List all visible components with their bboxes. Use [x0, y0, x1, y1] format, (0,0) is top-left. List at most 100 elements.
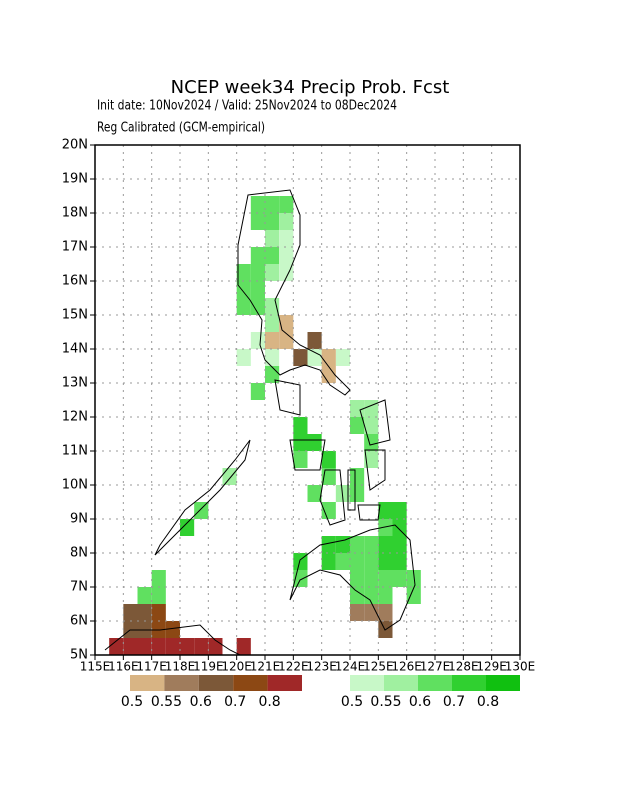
- prob-cell: [335, 553, 350, 570]
- coastline: [289, 524, 416, 631]
- prob-cell: [123, 604, 138, 621]
- prob-cell: [335, 536, 350, 553]
- coastline: [154, 439, 251, 556]
- prob-cell: [279, 213, 294, 230]
- prob-cell: [378, 570, 393, 587]
- y-tick-label: 10N: [62, 478, 88, 493]
- prob-cell: [180, 519, 195, 536]
- y-tick-label: 16N: [62, 274, 88, 289]
- prob-cell: [265, 332, 280, 349]
- prob-cell: [307, 434, 322, 451]
- coastlines: [104, 189, 416, 655]
- prob-cell: [265, 264, 280, 281]
- x-tick-label: 118E: [165, 660, 196, 674]
- prob-cell: [293, 451, 308, 468]
- prob-cell: [236, 349, 251, 366]
- x-tick-label: 115E: [80, 660, 111, 674]
- subtitle: Init date: 10Nov2024 / Valid: 25Nov2024 …: [97, 99, 397, 114]
- prob-cell: [321, 349, 336, 366]
- x-tick-label: 129E: [476, 660, 507, 674]
- coastline: [237, 189, 351, 396]
- prob-cell: [406, 587, 421, 604]
- prob-cell: [151, 587, 166, 604]
- x-tick-label: 130E: [505, 660, 536, 674]
- prob-cell: [335, 349, 350, 366]
- prob-cell: [321, 451, 336, 468]
- prob-cell: [265, 315, 280, 332]
- prob-cell: [392, 553, 407, 570]
- prob-cell: [321, 468, 336, 485]
- prob-cell: [265, 298, 280, 315]
- prob-cell: [364, 553, 379, 570]
- prob-cell: [307, 485, 322, 502]
- prob-cell: [364, 536, 379, 553]
- y-tick-label: 13N: [62, 376, 88, 391]
- prob-cell: [364, 451, 379, 468]
- x-tick-label: 123E: [306, 660, 337, 674]
- prob-cell: [350, 587, 365, 604]
- colorbar-label: 0.55: [370, 694, 401, 710]
- prob-cell: [180, 638, 195, 655]
- prob-cell: [350, 400, 365, 417]
- y-tick-label: 9N: [70, 512, 88, 527]
- prob-cell: [123, 638, 138, 655]
- y-tick-label: 6N: [70, 614, 88, 629]
- prob-cell: [265, 196, 280, 213]
- prob-cell: [279, 230, 294, 247]
- colorbar-box: [130, 675, 165, 691]
- y-tick-label: 14N: [62, 342, 88, 357]
- prob-cell: [151, 638, 166, 655]
- colorbar-label: 0.7: [224, 694, 246, 710]
- colorbar-box: [198, 675, 234, 691]
- prob-cell: [378, 587, 393, 604]
- prob-cell: [392, 519, 407, 536]
- prob-cell: [236, 264, 251, 281]
- prob-cell: [151, 604, 166, 621]
- prob-cell: [378, 536, 393, 553]
- prob-cell: [109, 638, 124, 655]
- colorbar-box: [164, 675, 199, 691]
- prob-cell: [350, 604, 365, 621]
- prob-cell: [378, 604, 393, 621]
- colorbar-label: 0.6: [190, 694, 212, 710]
- x-tick-label: 119E: [193, 660, 224, 674]
- y-tick-label: 17N: [62, 240, 88, 255]
- y-tick-label: 19N: [62, 172, 88, 187]
- grid-layer: 115E116E117E118E119E120E121E122E123E124E…: [62, 138, 536, 674]
- colorbar-box: [384, 675, 418, 691]
- prob-cell: [137, 638, 152, 655]
- prob-cell: [392, 536, 407, 553]
- prob-cell: [265, 230, 280, 247]
- colorbar-label: 0.55: [151, 694, 182, 710]
- prob-cell: [279, 315, 294, 332]
- prob-cell: [250, 196, 265, 213]
- prob-cell: [364, 417, 379, 434]
- prob-cell: [406, 570, 421, 587]
- prob-cell: [279, 196, 294, 213]
- prob-cell: [250, 298, 265, 315]
- colorbar-box: [267, 675, 302, 691]
- prob-cell: [378, 502, 393, 519]
- prob-cell: [194, 638, 209, 655]
- prob-cell: [250, 383, 265, 400]
- y-tick-label: 11N: [62, 444, 88, 459]
- prob-cell: [321, 502, 336, 519]
- prob-cell: [307, 349, 322, 366]
- prob-cell: [364, 604, 379, 621]
- x-tick-label: 122E: [278, 660, 309, 674]
- prob-cell: [222, 468, 237, 485]
- colorbar-label: 0.7: [443, 694, 465, 710]
- prob-cell: [293, 434, 308, 451]
- prob-cell: [279, 332, 294, 349]
- prob-cell: [364, 570, 379, 587]
- prob-cell: [350, 553, 365, 570]
- prob-cell: [364, 434, 379, 451]
- prob-cell: [293, 349, 308, 366]
- prob-cell: [350, 417, 365, 434]
- y-tick-label: 5N: [70, 648, 88, 663]
- prob-cell: [378, 553, 393, 570]
- prob-cell: [250, 247, 265, 264]
- prob-cell: [165, 638, 180, 655]
- colorbar-label: 0.5: [341, 694, 363, 710]
